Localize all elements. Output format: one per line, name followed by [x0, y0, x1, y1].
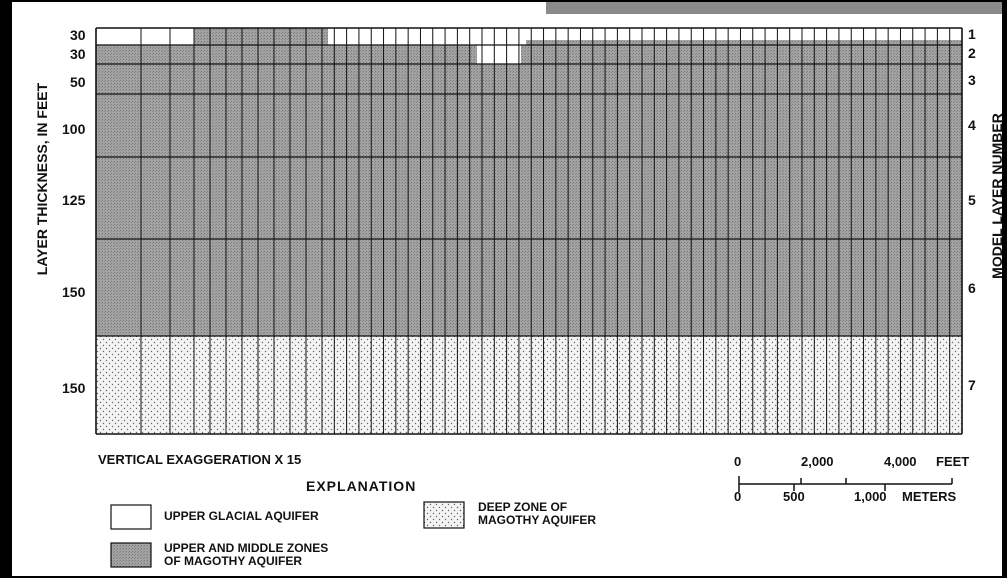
- thickness-label-2: 30: [70, 46, 86, 62]
- magothy-upper-middle-zone: [96, 28, 962, 336]
- layer-number-7: 7: [968, 377, 976, 393]
- thickness-label-5: 125: [62, 192, 86, 208]
- thickness-label-7: 150: [62, 380, 86, 396]
- explanation-title: EXPLANATION: [306, 478, 417, 494]
- magothy-deep-zone: [96, 336, 962, 434]
- grid-column-lines: [95, 28, 963, 434]
- scale-feet-2000: 2,000: [801, 454, 834, 469]
- legend-upper-glacial-label: UPPER GLACIAL AQUIFER: [164, 509, 319, 523]
- grid-layer-lines: [96, 27, 962, 435]
- legend-deep-zone-line2: MAGOTHY AQUIFER: [478, 513, 597, 527]
- legend-swatch-gray: [110, 542, 152, 568]
- scale-meters-unit: METERS: [902, 489, 957, 504]
- legend-deep-zone-line1: DEEP ZONE OF: [478, 500, 568, 514]
- figure-page: 30 30 50 100 125 150 150 1 2 3 4 5 6 7 L…: [12, 2, 1002, 576]
- right-axis-label: MODEL LAYER NUMBER: [989, 113, 1002, 279]
- scale-bar: [738, 476, 953, 492]
- legend-swatch-dotted: [423, 501, 465, 529]
- scale-meters-500: 500: [783, 489, 805, 504]
- layer-number-5: 5: [968, 192, 976, 208]
- magothy-layer1-shading: [526, 40, 962, 45]
- scale-feet-unit: FEET: [936, 454, 970, 469]
- thickness-label-4: 100: [62, 121, 86, 137]
- layer-number-6: 6: [968, 280, 976, 296]
- thickness-label-6: 150: [62, 284, 86, 300]
- model-grid-cross-section: [95, 27, 963, 568]
- legend-upper-middle-line1: UPPER AND MIDDLE ZONES: [164, 541, 329, 555]
- thickness-label-1: 30: [70, 27, 86, 43]
- layer-number-3: 3: [968, 72, 976, 88]
- scale-meters-1000: 1,000: [854, 489, 887, 504]
- glacial-layer1-left: [96, 28, 194, 45]
- legend-swatch-white: [110, 504, 152, 530]
- scale-feet-4000: 4,000: [884, 454, 917, 469]
- left-axis-label: LAYER THICKNESS, IN FEET: [34, 82, 50, 276]
- scale-meters-0: 0: [734, 489, 742, 504]
- layer-number-1: 1: [968, 26, 976, 42]
- grid-cells: [96, 28, 962, 434]
- layer-number-2: 2: [968, 45, 976, 61]
- top-gray-bar: [546, 2, 1002, 14]
- thickness-label-3: 50: [70, 74, 86, 90]
- legend-upper-middle-line2: OF MAGOTHY AQUIFER: [164, 554, 302, 568]
- layer-number-4: 4: [968, 117, 976, 133]
- glacial-layer2-window: [477, 45, 521, 64]
- scale-feet-0: 0: [734, 454, 742, 469]
- vertical-exaggeration: VERTICAL EXAGGERATION X 15: [98, 452, 302, 467]
